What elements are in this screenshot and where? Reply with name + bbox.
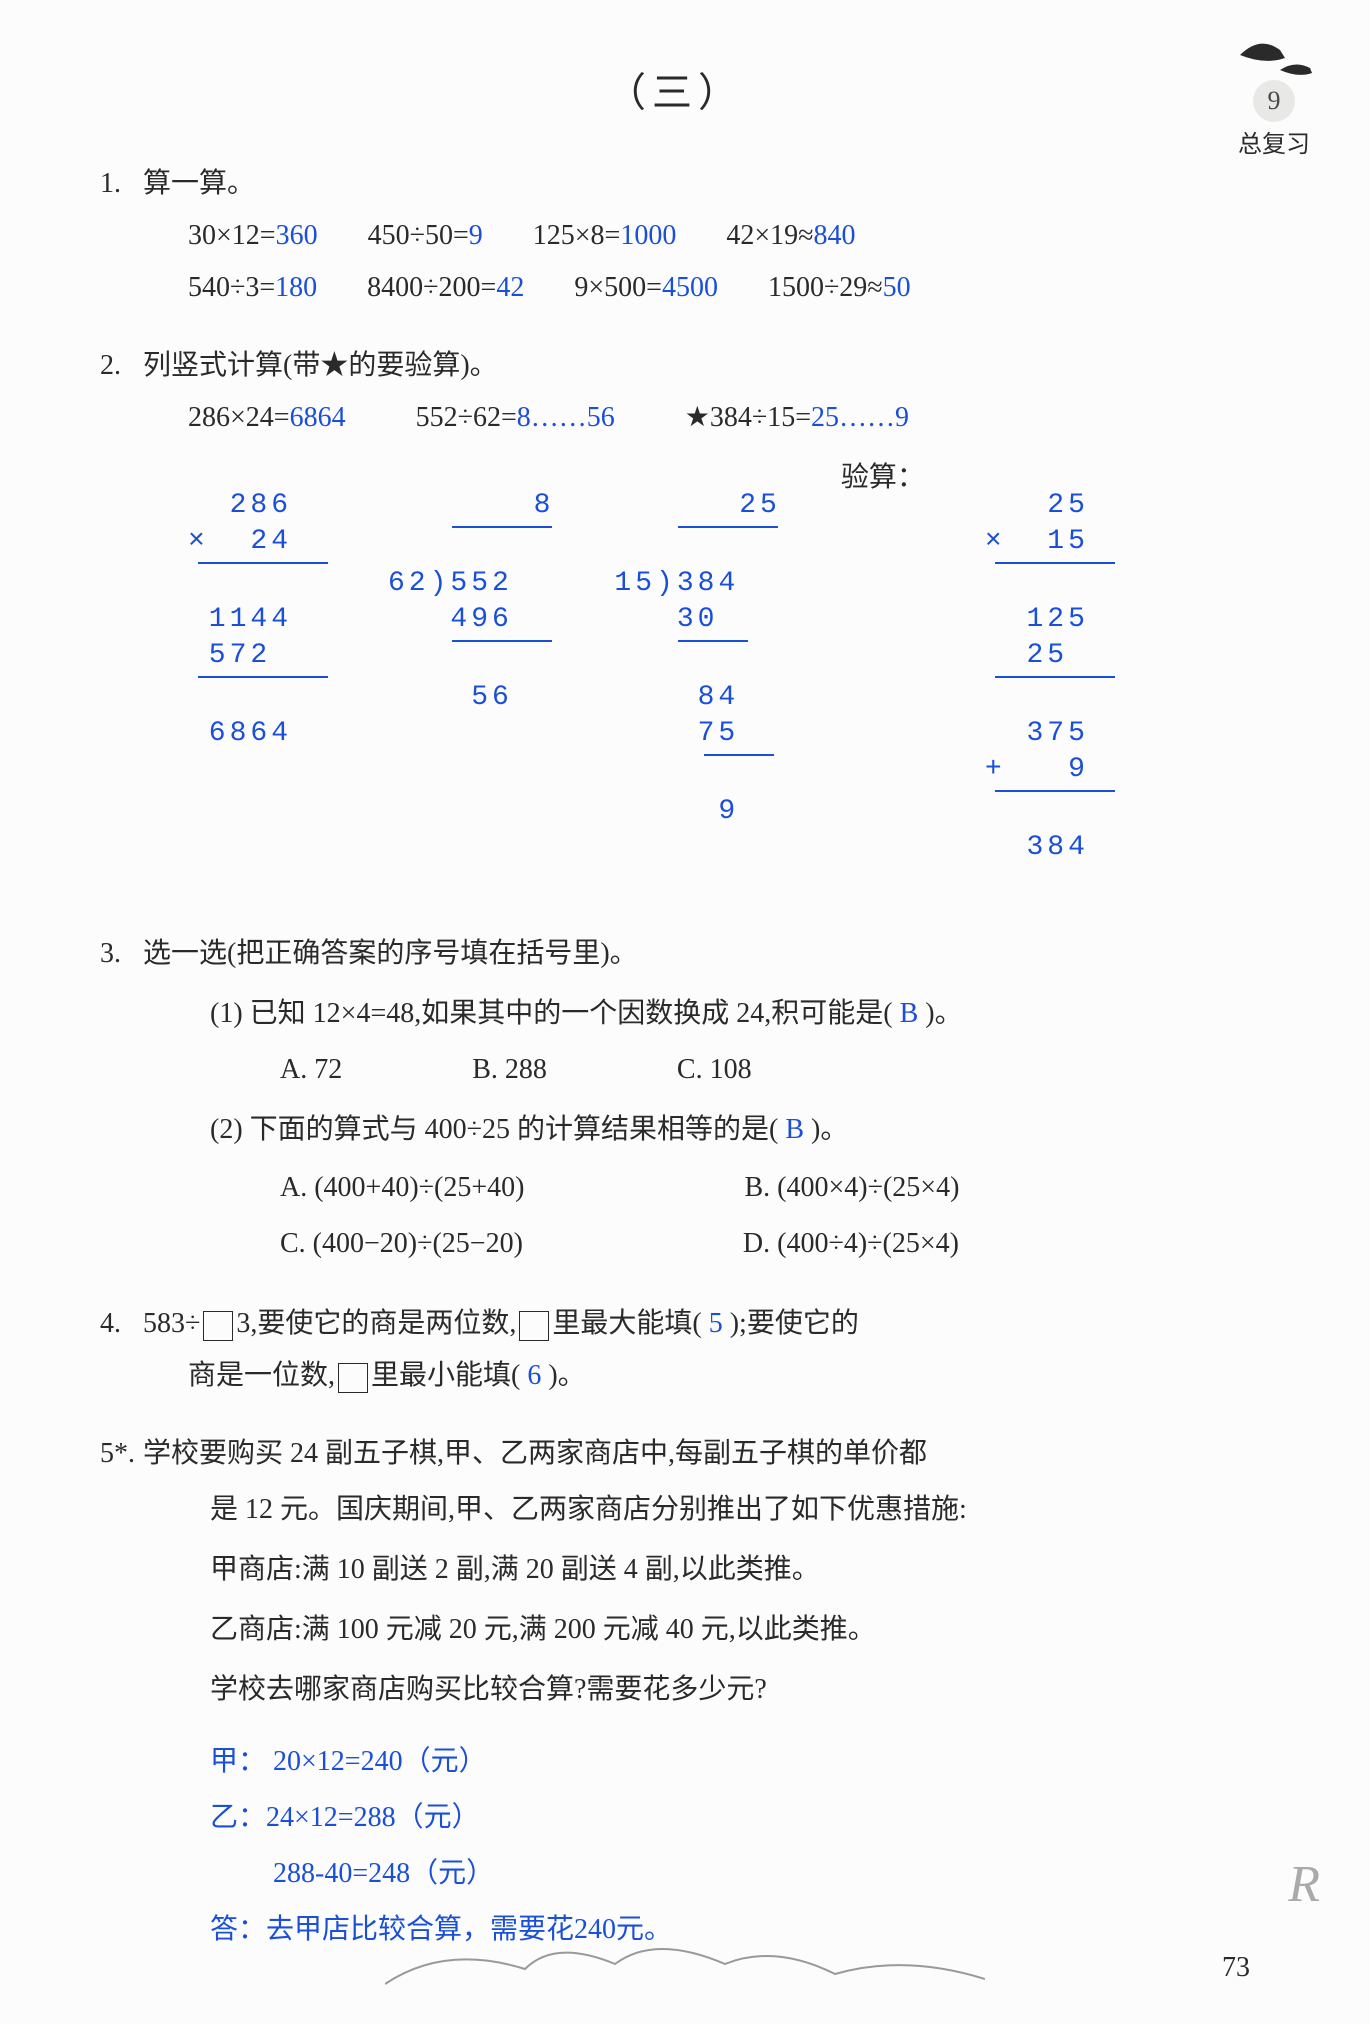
q3-s1-options: A. 72 B. 288 C. 108: [100, 1044, 1250, 1096]
worksheet-page: 9 总复习 （三） 1. 算一算。 30×12=360 450÷50=9 125…: [0, 0, 1370, 2024]
q2-number: 2.: [100, 340, 136, 392]
page-number: 73: [1222, 1952, 1250, 1984]
cloud-decoration: [385, 1924, 985, 1994]
verify-label: 验算：: [841, 452, 925, 504]
box-icon: [519, 1311, 549, 1341]
q1-row1: 30×12=360 450÷50=9 125×8=1000 42×19≈840: [100, 210, 1250, 262]
sidebar: 9 总复习: [1238, 80, 1310, 160]
option-b: B. (400×4)÷(25×4): [744, 1160, 959, 1216]
question-1: 1. 算一算。 30×12=360 450÷50=9 125×8=1000 42…: [100, 158, 1250, 314]
q2-vertical-calcs: 286 × 24 1144 572 6864 8 62)552 496 56 2…: [100, 452, 1250, 902]
option-b: B. 288: [472, 1044, 547, 1096]
box-icon: [203, 1311, 233, 1341]
option-a: A. (400+40)÷(25+40): [280, 1160, 524, 1216]
chapter-badge: 9: [1253, 80, 1295, 122]
calc-multiply-1: 286 × 24 1144 572 6864: [188, 452, 328, 788]
q3-sub2: (2) 下面的算式与 400÷25 的计算结果相等的是( B )。: [100, 1104, 1250, 1156]
q3-sub1: (1) 已知 12×4=48,如果其中的一个因数换成 24,积可能是( B )。: [100, 988, 1250, 1040]
question-3: 3. 选一选(把正确答案的序号填在括号里)。 (1) 已知 12×4=48,如果…: [100, 928, 1250, 1272]
r-watermark: R: [1288, 1855, 1320, 1914]
verify-block: 验算：: [841, 452, 925, 510]
q3-label: 选一选(把正确答案的序号填在括号里)。: [143, 938, 638, 969]
q5-number: 5*.: [100, 1428, 136, 1480]
calc-divide-1: 8 62)552 496 56: [388, 452, 554, 752]
option-a: A. 72: [280, 1044, 342, 1096]
q3-number: 3.: [100, 928, 136, 980]
q1-label: 算一算。: [143, 168, 255, 199]
calc-verify: 25 × 15 125 25 375 + 9 384: [985, 452, 1115, 902]
question-4: 4. 583÷3,要使它的商是两位数,里最大能填( 5 );要使它的 商是一位数…: [100, 1298, 1250, 1402]
calc-divide-2: 25 15)384 30 84 75 9: [614, 452, 780, 866]
option-c: C. (400−20)÷(25−20): [280, 1216, 523, 1272]
option-d: D. (400÷4)÷(25×4): [743, 1216, 959, 1272]
question-5: 5*. 学校要购买 24 副五子棋,甲、乙两家商店中,每副五子棋的单价都 是 1…: [100, 1428, 1250, 1958]
q2-label: 列竖式计算(带★的要验算)。: [143, 350, 498, 381]
page-title: （三）: [100, 60, 1250, 118]
q4-number: 4.: [100, 1298, 136, 1350]
question-2: 2. 列竖式计算(带★的要验算)。 286×24=6864 552÷62=8………: [100, 340, 1250, 902]
option-c: C. 108: [677, 1044, 752, 1096]
chapter-label: 总复习: [1238, 130, 1310, 160]
box-icon: [338, 1363, 368, 1393]
q1-number: 1.: [100, 158, 136, 210]
q3-s2-options: A. (400+40)÷(25+40) B. (400×4)÷(25×4) C.…: [100, 1160, 1250, 1272]
q1-row2: 540÷3=180 8400÷200=42 9×500=4500 1500÷29…: [100, 262, 1250, 314]
q2-expressions: 286×24=6864 552÷62=8……56 ★384÷15=25……9: [100, 392, 1250, 444]
